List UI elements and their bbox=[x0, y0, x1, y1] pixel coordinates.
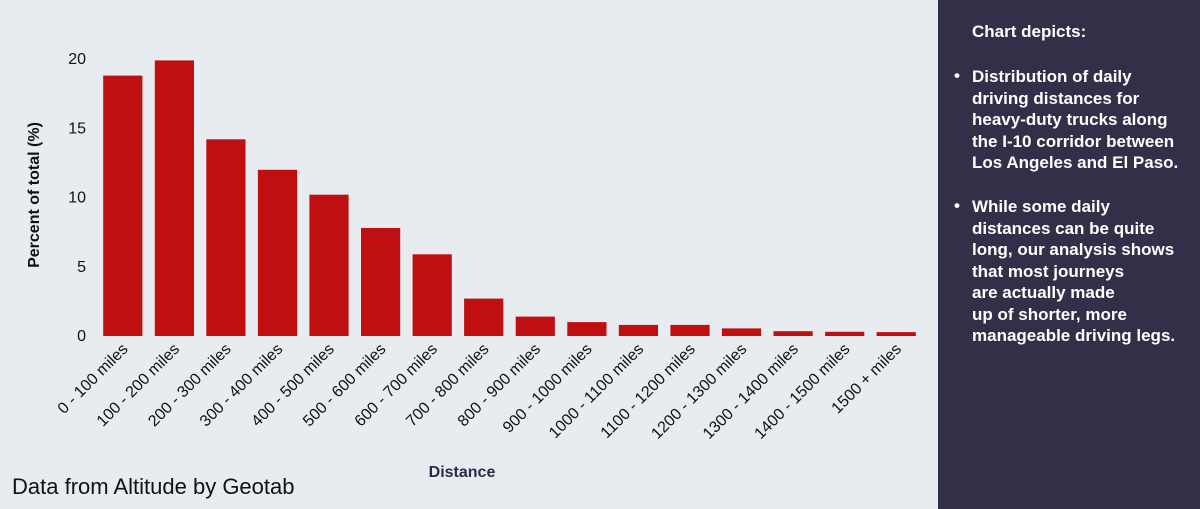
panel-heading: Chart depicts: bbox=[972, 22, 1087, 41]
bullet-2-line: manageable driving legs. bbox=[972, 326, 1176, 345]
bullet-1-line: heavy-duty trucks along bbox=[972, 110, 1168, 129]
x-tick-label: 1200 - 1300 miles bbox=[648, 341, 750, 443]
bar bbox=[103, 75, 143, 336]
y-tick-label: 10 bbox=[68, 190, 86, 207]
bar bbox=[206, 139, 246, 336]
bar bbox=[670, 324, 710, 336]
bullet-1: Distribution of daily driving distances … bbox=[972, 66, 1187, 174]
bars-group bbox=[103, 60, 916, 337]
y-tick-label: 5 bbox=[77, 259, 86, 276]
bullet-2-line: long, our analysis shows bbox=[972, 240, 1175, 259]
bar bbox=[825, 331, 865, 336]
bar bbox=[721, 328, 762, 336]
chart-area: 0 5 10 15 20 0 - 100 miles 100 - 200 miles 200… bbox=[12, 51, 916, 499]
bullet-1-line: the I-10 corridor between bbox=[972, 131, 1175, 151]
y-axis-ticks: 0 5 10 15 20 bbox=[68, 51, 86, 345]
bullet-dot: • bbox=[954, 66, 960, 85]
x-tick-label: 1100 - 1200 miles bbox=[598, 341, 699, 442]
x-axis-title: Distance bbox=[429, 464, 496, 481]
x-tick-label: 1300 - 1400 miles bbox=[700, 341, 802, 443]
x-tick-label: 900 - 1000 miles bbox=[500, 341, 596, 437]
bar bbox=[154, 60, 194, 337]
bar bbox=[309, 194, 349, 336]
y-tick-label: 20 bbox=[68, 51, 86, 68]
bar bbox=[773, 331, 813, 336]
bullet-2-line: that most journeys bbox=[972, 261, 1125, 281]
bullet-2-line: up of shorter, more bbox=[972, 304, 1127, 324]
bullet-1-line: Distribution of daily bbox=[972, 67, 1132, 86]
y-axis-title: Percent of total (%) bbox=[26, 122, 43, 268]
source-note: Data from Altitude by Geotab bbox=[12, 474, 295, 499]
side-panel: Chart depicts: • Distribution of daily d… bbox=[938, 0, 1200, 509]
bar bbox=[464, 298, 504, 336]
bar bbox=[618, 324, 658, 336]
x-tick-label: 1000 - 1100 miles bbox=[546, 341, 647, 442]
bullet-2-line: distances can be quite bbox=[972, 218, 1155, 238]
x-tick-label: 1400 - 1500 miles bbox=[752, 341, 854, 443]
bullet-1-line: Los Angeles and El Paso. bbox=[972, 153, 1179, 172]
bullet-1-line: driving distances for bbox=[972, 88, 1140, 108]
bar bbox=[257, 169, 298, 336]
bar bbox=[515, 316, 555, 336]
y-tick-label: 0 bbox=[77, 328, 86, 345]
bullet-2-line: While some daily bbox=[972, 197, 1110, 216]
bar bbox=[567, 322, 607, 336]
bar bbox=[412, 254, 452, 336]
bullet-2-line: are actually made bbox=[972, 283, 1115, 302]
bullet-2: While some daily distances can be quite … bbox=[972, 196, 1187, 347]
bullet-dot: • bbox=[954, 196, 960, 215]
bar bbox=[361, 228, 401, 336]
y-tick-label: 15 bbox=[68, 120, 86, 137]
bar bbox=[876, 332, 916, 336]
